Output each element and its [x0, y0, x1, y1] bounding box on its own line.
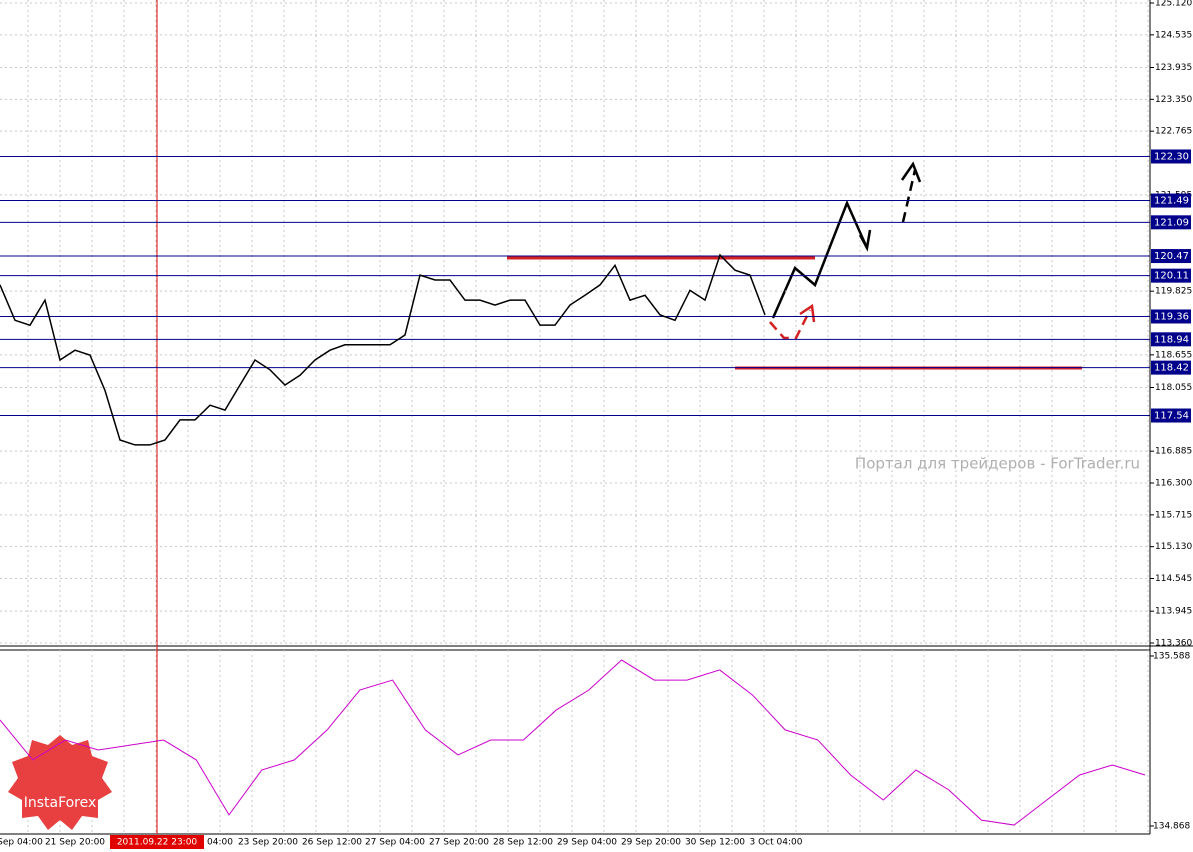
- arrow-head: [858, 229, 872, 252]
- y2-tick-label: 135.588: [1153, 652, 1190, 662]
- logo-text: InstaForex: [24, 795, 97, 811]
- level-label: 120.47: [1154, 251, 1189, 262]
- level-box: [1151, 408, 1191, 423]
- y-tick-label: 114.545: [1155, 574, 1192, 584]
- y2-tick-label: 134.868: [1153, 822, 1190, 832]
- level-label: 118.42: [1154, 363, 1189, 374]
- x-tick-label: 27 Sep 20:00: [429, 838, 489, 848]
- level-label: 119.36: [1154, 311, 1189, 322]
- x-tick-label: 04:00: [207, 838, 233, 848]
- x-tick-label: 21 Sep 20:00: [45, 838, 105, 848]
- vertical-grid: [27, 0, 1149, 834]
- y-tick-label: 115.130: [1155, 542, 1192, 552]
- level-label: 122.30: [1154, 151, 1189, 162]
- y-tick-label: 124.535: [1155, 30, 1192, 40]
- y-tick-label: 116.300: [1155, 479, 1192, 489]
- level-box: [1151, 215, 1191, 230]
- price-line: [0, 253, 766, 446]
- x-tick-label: 27 Sep 04:00: [365, 838, 425, 848]
- level-label: 117.54: [1154, 411, 1189, 422]
- y-tick-label: 116.885: [1155, 447, 1192, 457]
- x-tick-label: 29 Sep 04:00: [557, 838, 617, 848]
- x-tick-label: Sep 04:00: [0, 838, 43, 848]
- level-box: [1151, 360, 1191, 375]
- x-tick-label: 2011.09.22 23:00: [117, 838, 198, 848]
- level-label: 118.94: [1154, 334, 1189, 345]
- watermark: Портал для трейдеров - ForTrader.ru: [855, 455, 1140, 473]
- arrow-head: [900, 161, 922, 183]
- y-tick-label: 118.655: [1155, 350, 1192, 360]
- x-tick-label: 3 Oct 04:00: [750, 838, 803, 848]
- y-tick-label: 115.715: [1155, 510, 1192, 520]
- level-label: 121.49: [1154, 196, 1189, 207]
- x-tick-label: 30 Sep 12:00: [685, 838, 745, 848]
- y-tick-label: 119.825: [1155, 287, 1192, 297]
- y-tick-label: 113.945: [1155, 607, 1192, 617]
- level-label: 120.11: [1154, 271, 1189, 282]
- y-tick-label: 118.055: [1155, 383, 1192, 393]
- x-tick-label: 28 Sep 12:00: [493, 838, 553, 848]
- y-tick-label: 122.765: [1155, 127, 1192, 137]
- alt-arrow: [769, 309, 812, 340]
- forecast-arrow-dashed: [901, 169, 917, 223]
- x-label-highlight: [110, 835, 204, 849]
- level-box: [1151, 149, 1191, 164]
- level-box: [1151, 249, 1191, 264]
- y-tick-label: 125.120: [1155, 0, 1192, 9]
- level-label: 121.09: [1154, 217, 1189, 228]
- x-tick-label: 23 Sep 20:00: [238, 838, 298, 848]
- y-tick-label: 123.935: [1155, 63, 1192, 73]
- level-box: [1151, 309, 1191, 324]
- forecast-arrow: [771, 199, 869, 319]
- indicator-line: [0, 659, 1146, 826]
- level-box: [1151, 332, 1191, 347]
- y-tick-label: 123.350: [1155, 95, 1192, 105]
- y-tick-label: 113.360: [1155, 639, 1192, 649]
- level-box: [1151, 268, 1191, 283]
- x-tick-label: 26 Sep 12:00: [302, 838, 362, 848]
- x-tick-label: 29 Sep 20:00: [621, 838, 681, 848]
- level-box: [1151, 193, 1191, 208]
